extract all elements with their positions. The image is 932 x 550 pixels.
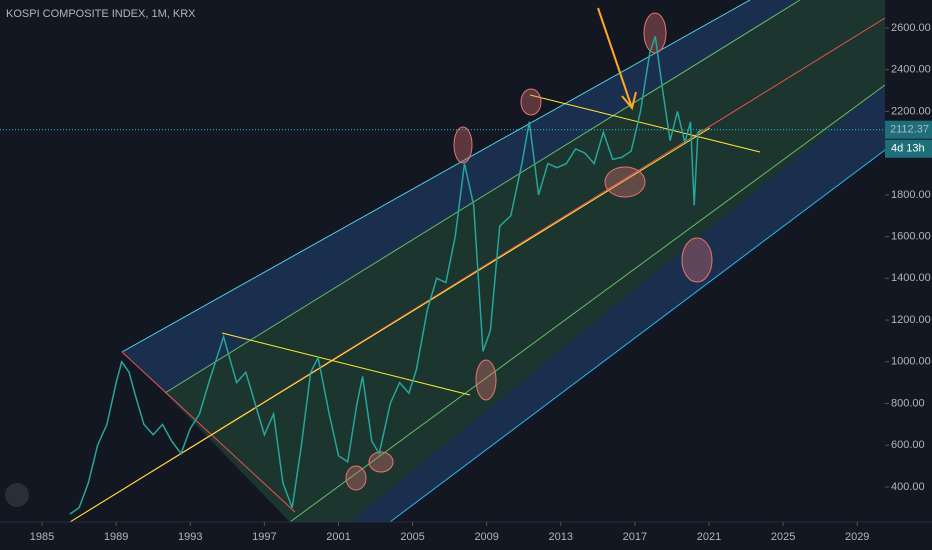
- y-tick-label: 2400.00: [891, 64, 931, 76]
- x-tick-label: 2001: [326, 531, 350, 543]
- x-tick-label: 1985: [30, 531, 54, 543]
- trend-line: [529, 94, 761, 153]
- y-tick-label: 600.00: [891, 439, 925, 451]
- highlights: [345, 12, 713, 491]
- trend-line: [69, 127, 711, 523]
- channel-fill: [165, 0, 885, 522]
- channel-line: [389, 149, 886, 523]
- last-price-box: [885, 120, 932, 139]
- price-line: [69, 36, 703, 515]
- countdown-label: 4d 13h: [891, 143, 925, 155]
- trend-line: [121, 351, 296, 513]
- x-tick-label: 2025: [771, 531, 795, 543]
- y-tick-label: 1000.00: [891, 356, 931, 368]
- last-price-label: 2112.37: [890, 124, 929, 136]
- x-tick-label: 2005: [400, 531, 424, 543]
- y-tick-label: 2200.00: [891, 105, 931, 117]
- channel-fill: [350, 85, 885, 522]
- y-tick-label: 1200.00: [891, 314, 931, 326]
- y-tick-label: 800.00: [891, 397, 925, 409]
- y-tick-label: 1600.00: [891, 230, 931, 242]
- channel-line: [289, 84, 886, 523]
- chart-title: KOSPI COMPOSITE INDEX, 1M, KRX: [6, 8, 196, 20]
- logo: [5, 483, 29, 507]
- x-tick-label: 1993: [178, 531, 202, 543]
- x-tick-label: 2017: [623, 531, 647, 543]
- x-tick-label: 2029: [845, 531, 869, 543]
- arrow-head: [621, 91, 637, 111]
- y-tick-label: 400.00: [891, 481, 925, 493]
- channel-line: [121, 0, 751, 353]
- x-tick-label: 2009: [474, 531, 498, 543]
- channel-line: [164, 0, 801, 394]
- x-tick-label: 2013: [549, 531, 573, 543]
- x-tick-label: 2021: [697, 531, 721, 543]
- x-tick-label: 1997: [252, 531, 276, 543]
- countdown-box: [885, 139, 932, 158]
- trend-line: [221, 332, 471, 396]
- y-tick-label: 1400.00: [891, 272, 931, 284]
- arrow: [597, 7, 633, 109]
- y-axis-bg: [885, 0, 932, 550]
- x-tick-label: 1989: [104, 531, 128, 543]
- y-tick-label: 1800.00: [891, 189, 931, 201]
- y-tick-label: 2600.00: [891, 22, 931, 34]
